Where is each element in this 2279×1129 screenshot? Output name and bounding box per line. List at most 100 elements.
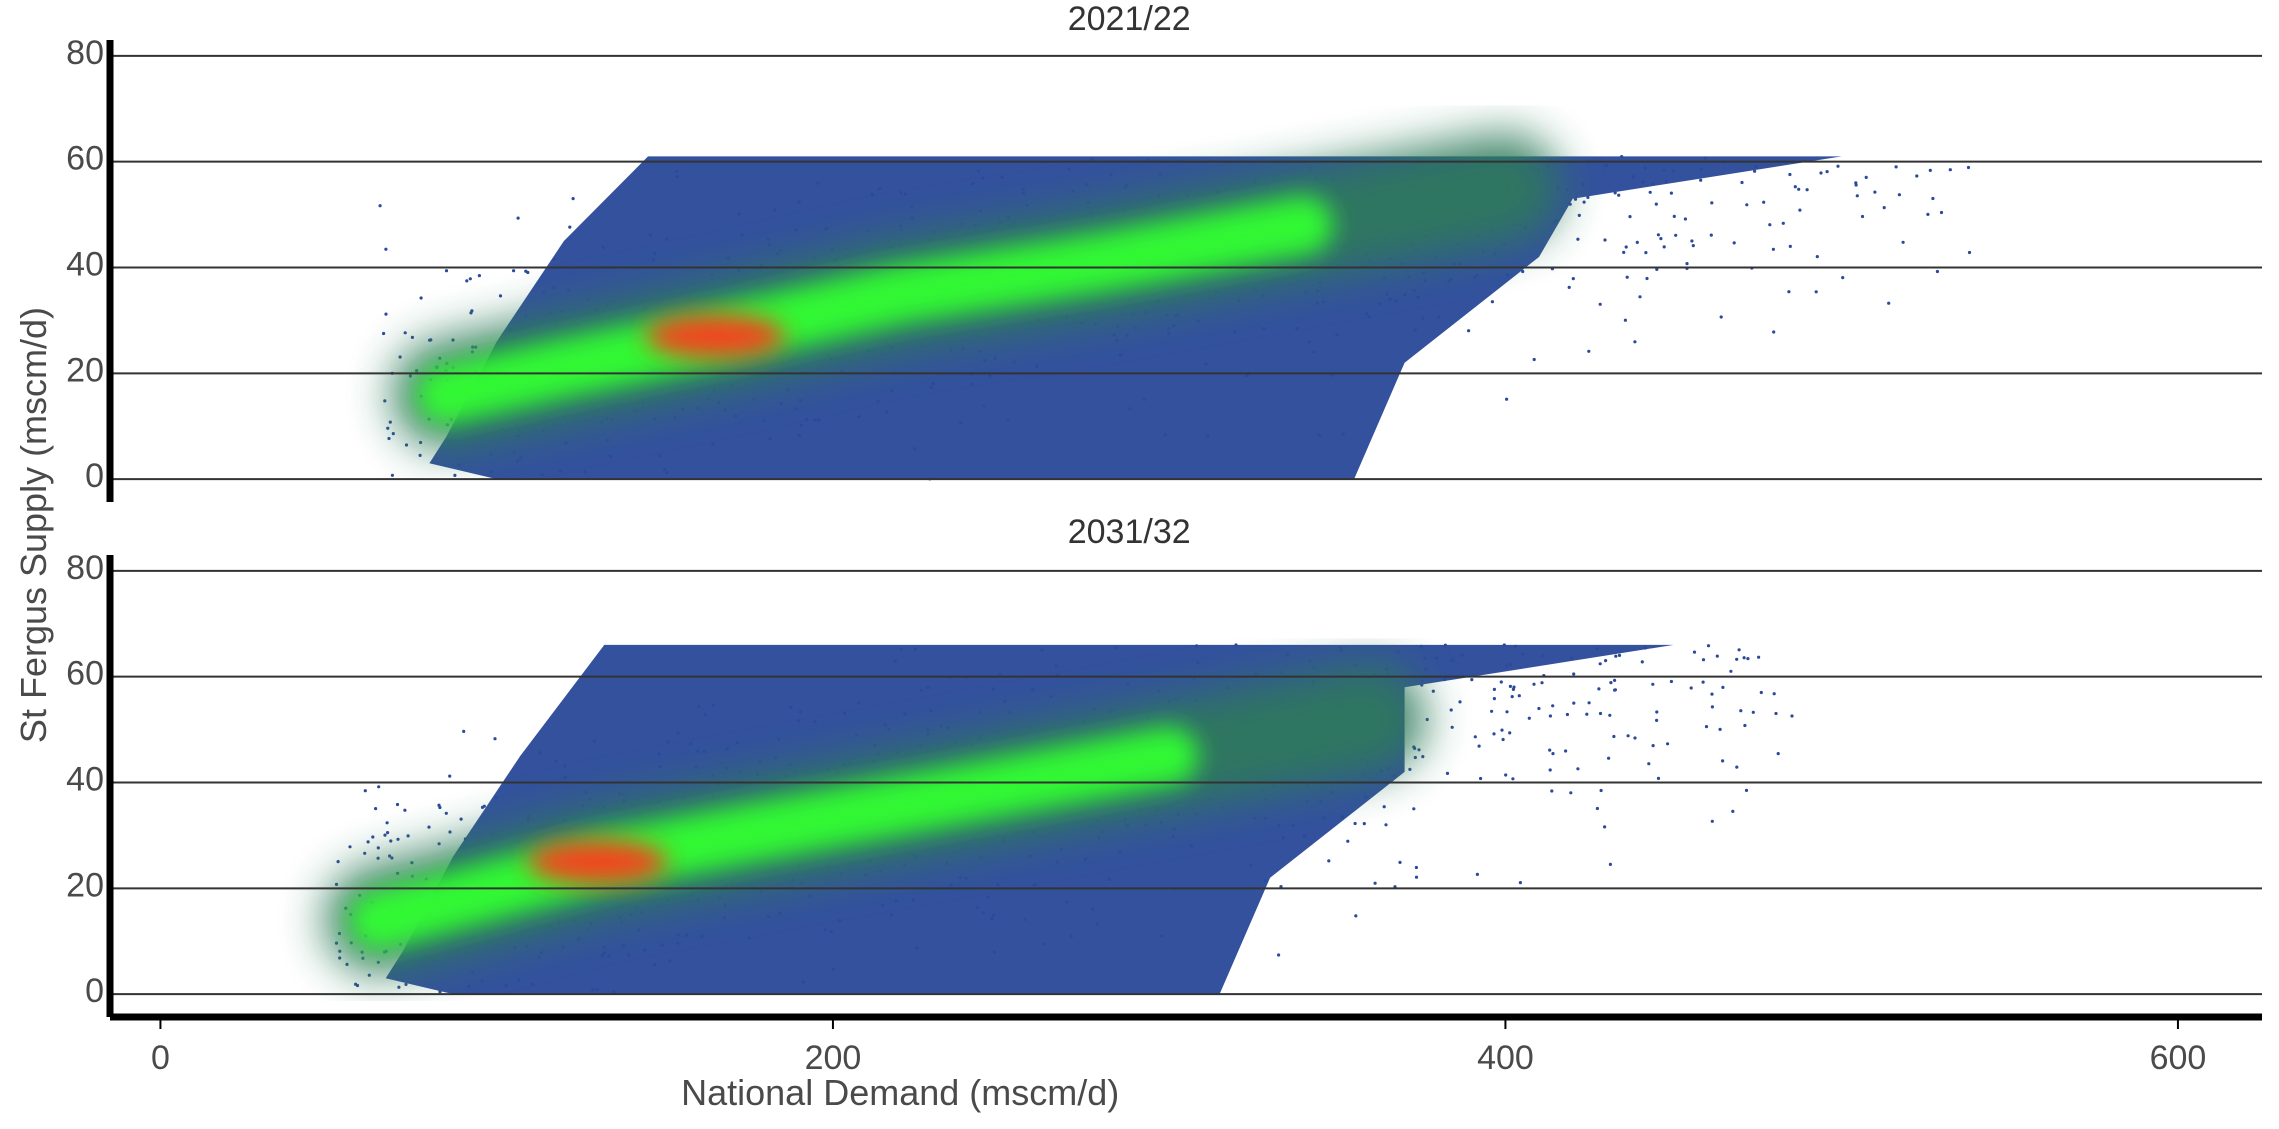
outlier-point [696,406,700,410]
outlier-point [889,913,894,917]
outlier-point [390,473,394,477]
outlier-point [1612,734,1616,739]
outlier-point [807,894,812,898]
outlier-point [498,294,503,298]
outlier-point [448,830,452,834]
outlier-point [427,825,431,829]
outlier-point [887,727,891,731]
outlier-point [377,785,381,789]
outlier-point [779,248,783,253]
outlier-point [444,269,449,273]
outlier-point [1021,187,1025,191]
outlier-point [1353,663,1357,667]
outlier-point [1599,788,1603,793]
outlier-point [885,410,889,414]
outlier-point [1416,295,1420,299]
outlier-point [939,724,943,728]
outlier-point [618,915,622,920]
outlier-point [1613,678,1617,683]
outlier-point [1303,834,1307,839]
outlier-point [726,257,730,261]
outlier-point [975,905,980,909]
outlier-point [1737,648,1741,652]
outlier-point [1532,357,1536,362]
outlier-point [1598,711,1603,716]
outlier-point [1967,250,1972,255]
outlier-point [797,200,801,204]
outlier-point [1142,397,1146,401]
outlier-point [996,883,1000,887]
outlier-point [355,983,360,988]
outlier-point [601,245,606,249]
y-tick-label: 20 [66,351,104,389]
outlier-point [608,454,613,458]
outlier-point [493,737,497,741]
outlier-point [1643,646,1647,650]
outlier-point [453,473,457,477]
outlier-point [788,762,792,766]
outlier-point [437,842,441,846]
outlier-point [563,764,567,768]
outlier-point [1373,881,1377,885]
outlier-point [842,711,847,716]
outlier-point [1641,180,1645,184]
outlier-point [1097,836,1101,840]
outlier-point [1403,293,1407,297]
outlier-point [1666,742,1670,746]
outlier-point [960,222,964,226]
outlier-point [389,839,393,843]
outlier-point [1608,713,1612,717]
outlier-point [1312,350,1316,354]
outlier-point [1254,672,1258,676]
outlier-point [1729,669,1733,673]
outlier-point [899,647,903,652]
outlier-point [711,773,715,777]
outlier-point [554,759,558,763]
outlier-point [883,723,887,727]
outlier-point [1552,221,1556,225]
outlier-point [600,954,604,958]
outlier-point [568,225,572,229]
outlier-point [1617,193,1621,197]
outlier-point [617,792,622,796]
outlier-point [1377,302,1382,306]
outlier-point [1305,799,1309,803]
outlier-point [374,807,378,811]
outlier-point [740,233,744,237]
outlier-point [1701,658,1706,662]
outlier-point [981,911,985,915]
outlier-point [1699,167,1703,171]
outlier-point [697,705,701,709]
outlier-point [480,805,485,810]
outlier-point [404,443,409,447]
outlier-point [978,710,982,715]
outlier-point [1421,271,1425,275]
outlier-point [1948,168,1952,172]
outlier-point [494,796,498,800]
outlier-point [583,470,587,474]
outlier-point [1420,679,1424,683]
outlier-point [1671,169,1676,173]
outlier-point [1291,823,1295,827]
outlier-point [1398,860,1402,865]
outlier-point [1719,315,1723,319]
outlier-point [1790,714,1794,718]
outlier-point [706,397,711,401]
outlier-point [675,174,679,179]
outlier-point [1315,289,1320,293]
outlier-point [1709,233,1713,237]
outlier-point [998,672,1002,676]
outlier-point [1771,247,1775,251]
outlier-point [798,710,803,714]
outlier-point [1628,215,1632,219]
outlier-point [1447,280,1451,284]
outlier-point [1504,773,1508,777]
outlier-point [1385,292,1389,296]
outlier-point [1603,238,1607,242]
outlier-point [1083,857,1087,861]
outlier-point [519,456,523,460]
outlier-point [1505,710,1509,714]
outlier-point [1622,250,1626,254]
outlier-point [1431,689,1435,693]
outlier-point [653,417,657,421]
